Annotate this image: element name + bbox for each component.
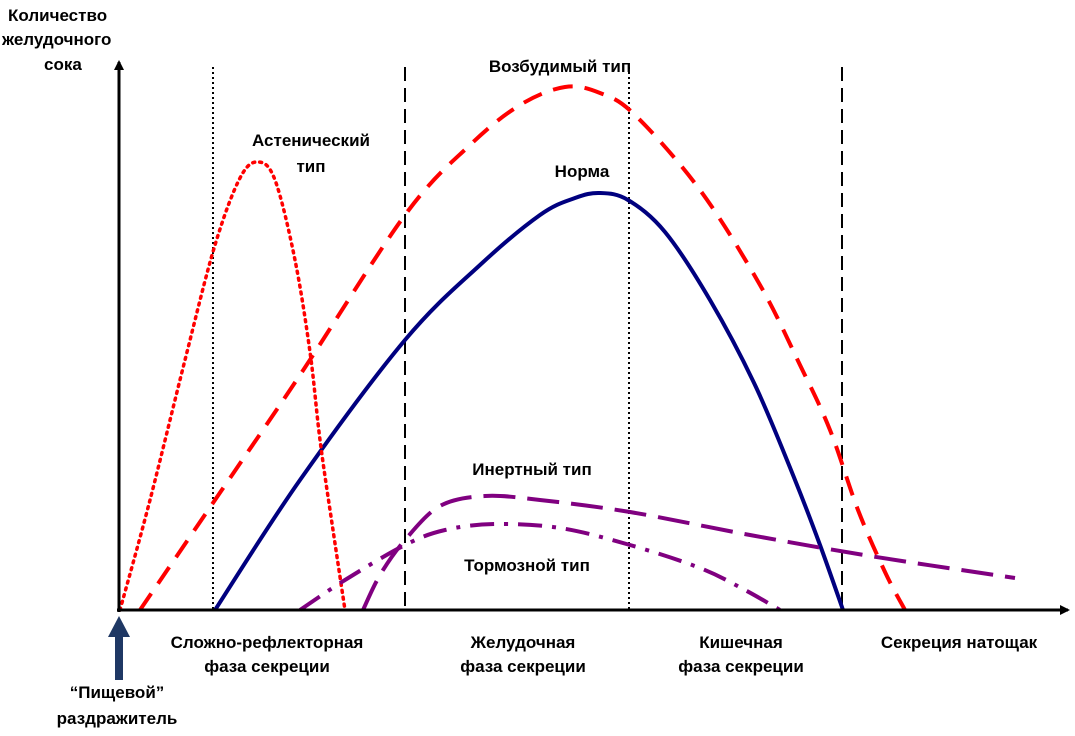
series-label-asthenic-line-2: тип xyxy=(296,157,325,176)
stimulus-arrow-head xyxy=(108,616,130,637)
series-line-norm xyxy=(213,190,845,612)
series-label-excitable: Возбудимый тип xyxy=(489,57,631,76)
series-label-asthenic-line-1: Астенический xyxy=(252,131,370,150)
series-group xyxy=(118,84,1016,612)
series-line-inhibitory xyxy=(298,521,781,612)
phase-label-1-line-2: фаза секреции xyxy=(204,657,330,676)
y-axis-title-line-3: сока xyxy=(44,55,82,74)
stimulus-label-line-2: раздражитель xyxy=(57,709,178,728)
phase-label-3-line-1: Кишечная xyxy=(699,633,783,652)
series-line-excitable xyxy=(138,84,907,612)
phase-label-4: Секреция натощак xyxy=(881,633,1038,652)
series-label-norm: Норма xyxy=(555,162,610,181)
series-line-asthenic xyxy=(118,160,347,612)
y-axis-title-line-1: Количество xyxy=(8,6,107,25)
series-label-inert: Инертный тип xyxy=(472,460,591,479)
y-axis-title-line-2: желудочного xyxy=(1,30,111,49)
series-line-inert xyxy=(361,493,1016,611)
phase-label-2-line-2: фаза секреции xyxy=(460,657,586,676)
stimulus-label-line-1: “Пищевой” xyxy=(70,683,165,702)
phase-label-2-line-1: Желудочная xyxy=(470,633,576,652)
phase-label-1-line-1: Сложно-рефлекторная xyxy=(171,633,364,652)
series-label-inhibitory: Тормозной тип xyxy=(464,556,590,575)
phase-label-3-line-2: фаза секреции xyxy=(678,657,804,676)
